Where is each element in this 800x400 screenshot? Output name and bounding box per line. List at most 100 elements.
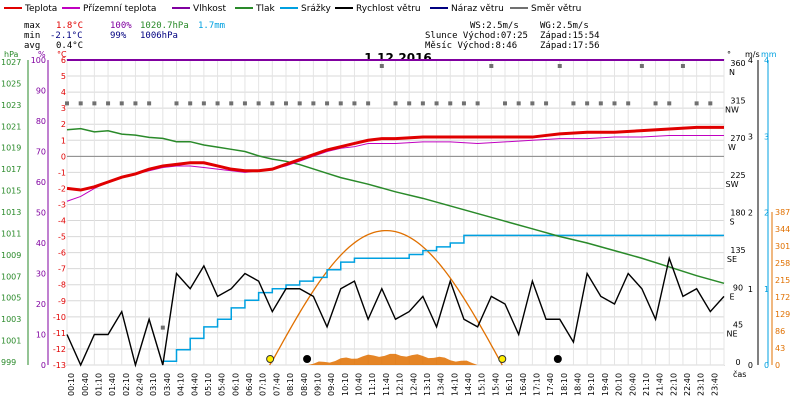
wind-dir-point xyxy=(325,101,330,106)
legend-label: Srážky xyxy=(301,4,332,14)
hpa-tick-label: 1011 xyxy=(1,229,21,238)
wind-dir-point xyxy=(420,101,425,106)
wind-dir-point xyxy=(516,101,521,106)
dir-tick-side: SE xyxy=(727,255,737,264)
series-radiation xyxy=(269,229,503,366)
x-tick-label: 06:40 xyxy=(245,373,254,396)
wind-dir-point xyxy=(448,101,453,106)
dir-tick-side: E xyxy=(729,292,734,301)
x-tick-label: 07:40 xyxy=(272,373,281,396)
wind-dir-point xyxy=(201,101,206,106)
wind-dir-point xyxy=(188,101,193,106)
temp-tick-label: 1 xyxy=(61,136,66,145)
legend-label: Náraz větru xyxy=(451,4,504,14)
temp-tick-label: -8 xyxy=(58,281,66,290)
x-tick-label: 23:40 xyxy=(710,373,719,396)
stat-min-temp: -2.1°C xyxy=(50,31,83,41)
temp-tick-label: 5 xyxy=(61,72,66,81)
pct-tick-label: 80 xyxy=(36,117,46,126)
x-tick-label: 23:10 xyxy=(697,373,706,396)
rad-tick-label: 129 xyxy=(775,310,790,319)
x-tick-label: 21:10 xyxy=(642,373,651,396)
dir-tick-side: N xyxy=(729,68,735,77)
x-tick-label: 15:40 xyxy=(491,373,500,396)
x-tick-label: 04:10 xyxy=(177,373,186,396)
x-tick-label: 13:10 xyxy=(423,373,432,396)
temp-tick-label: -2 xyxy=(58,184,66,193)
temp-tick-label: -6 xyxy=(58,249,66,258)
stat-max-temp: 1.8°C xyxy=(56,21,83,31)
x-tick-label: 10:40 xyxy=(355,373,364,396)
x-tick-label: 03:10 xyxy=(149,373,158,396)
moonrise-marker xyxy=(303,355,312,363)
rad-tick-label: 215 xyxy=(775,276,790,285)
radiation-fill xyxy=(307,353,484,365)
stat-max-label: max xyxy=(24,21,41,31)
hpa-tick-label: 1005 xyxy=(1,294,21,303)
x-tick-label: 11:40 xyxy=(382,373,391,396)
wind-dir-point xyxy=(503,101,507,106)
wind-dir-point xyxy=(461,101,466,106)
wind-dir-point xyxy=(475,101,480,106)
wind-dir-point xyxy=(106,101,111,106)
x-tick-label: 02:40 xyxy=(136,373,145,396)
sun-set: Západ:15:54 xyxy=(540,31,600,41)
hpa-tick-label: 1023 xyxy=(1,101,21,110)
wind-dir-point xyxy=(119,101,124,106)
x-tick-label: 16:10 xyxy=(505,373,514,396)
stat-min-label: min xyxy=(24,31,40,41)
wind-dir-point xyxy=(544,101,549,106)
hpa-tick-label: 1015 xyxy=(1,187,21,196)
x-tick-label: 22:10 xyxy=(669,373,678,396)
rad-tick-label: 344 xyxy=(775,225,790,234)
wind-dir-point xyxy=(667,101,672,106)
wind-dir-point xyxy=(708,101,713,106)
x-tick-label: 03:40 xyxy=(163,373,172,396)
temp-tick-label: 0 xyxy=(61,152,66,161)
wind-dir-point xyxy=(626,101,631,106)
pct-tick-label: 60 xyxy=(36,178,46,187)
hpa-tick-label: 1025 xyxy=(1,79,21,88)
rad-tick-label: 0 xyxy=(775,361,780,370)
hpa-tick-label: 1021 xyxy=(1,122,21,131)
x-tick-label: 06:10 xyxy=(231,373,240,396)
rad-tick-label: 43 xyxy=(775,344,785,353)
legend-label: Tlak xyxy=(255,4,276,14)
stat-min-hum: 99% xyxy=(110,31,127,41)
x-tick-label: 20:10 xyxy=(615,373,624,396)
dir-tick-value: 90 xyxy=(733,283,743,292)
hpa-tick-label: 1019 xyxy=(1,144,21,153)
x-tick-label: 02:10 xyxy=(122,373,131,396)
x-tick-label: 08:40 xyxy=(300,373,309,396)
stat-min-press: 1006hPa xyxy=(140,31,178,41)
sunrise-marker xyxy=(266,355,275,363)
rad-tick-label: 172 xyxy=(775,293,790,302)
moon-rise: Měsíc Východ:8:46 xyxy=(425,41,517,51)
dir-tick-value: 45 xyxy=(733,321,743,330)
x-tick-label: 12:40 xyxy=(409,373,418,396)
rad-tick-label: 86 xyxy=(775,327,785,336)
wind-dir-point xyxy=(653,101,658,106)
wind-dir-point xyxy=(585,101,590,106)
x-tick-label: 00:40 xyxy=(81,373,90,396)
series-ground-temp xyxy=(66,134,724,202)
wind-dir-point xyxy=(612,101,617,106)
wind-dir-point xyxy=(639,64,644,68)
wind-wg: WG:2.5m/s xyxy=(540,21,589,31)
mm-tick-label: 3 xyxy=(764,132,769,141)
wind-dir-point xyxy=(530,101,535,106)
legend: Teplota Přízemní teplota Vlhkost Tlak Srážky… xyxy=(4,4,581,14)
temp-tick-label: -11 xyxy=(53,329,66,338)
wind-dir-point xyxy=(215,101,220,106)
ms-tick-label: 3 xyxy=(748,132,753,141)
x-tick-label: 05:40 xyxy=(218,373,227,396)
dir-tick-value: 135 xyxy=(730,246,745,255)
wind-dir-point xyxy=(147,101,152,106)
temp-tick-label: -12 xyxy=(53,345,66,354)
dir-tick-side: S xyxy=(729,218,734,227)
dir-tick-side: NW xyxy=(725,105,739,114)
pct-tick-label: 90 xyxy=(36,87,46,96)
ms-tick-label: 2 xyxy=(748,209,753,218)
hpa-tick-label: 1009 xyxy=(1,251,21,260)
wind-dir-point xyxy=(160,325,165,330)
